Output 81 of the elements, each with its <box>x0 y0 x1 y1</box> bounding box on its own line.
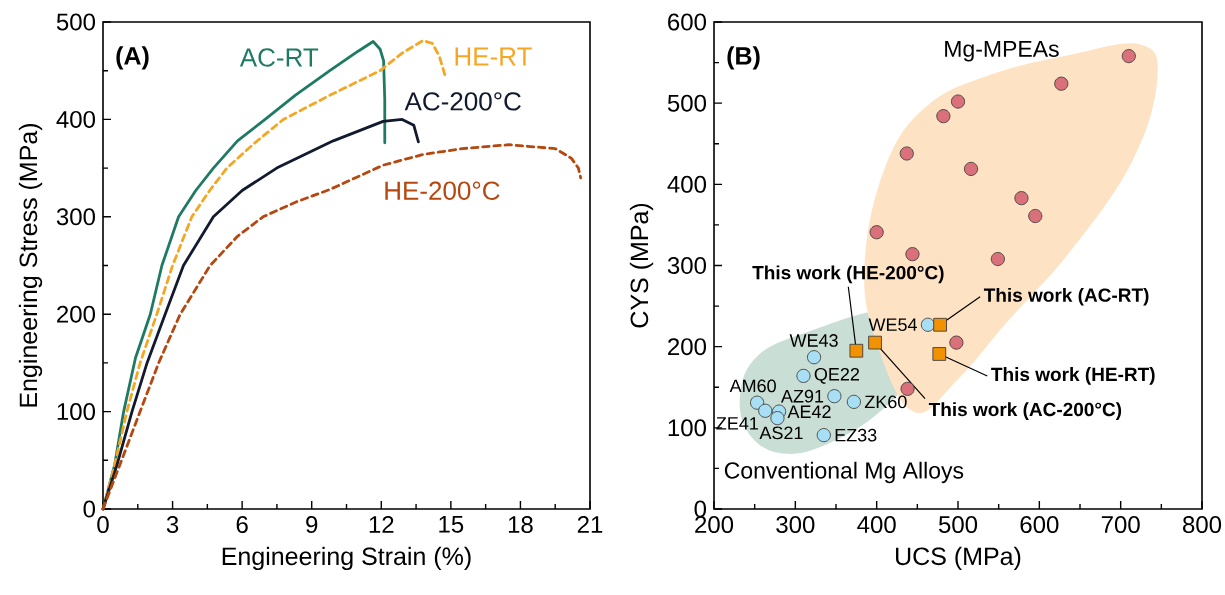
x-tick-label: 12 <box>369 516 394 533</box>
point <box>869 225 884 240</box>
y-axis-title: Engineering Stress (MPa) <box>18 123 43 407</box>
point <box>932 347 947 361</box>
point <box>933 317 947 332</box>
point <box>1054 76 1069 91</box>
y-tick-label: 100 <box>57 403 95 421</box>
annotation: ZE41 <box>716 417 758 430</box>
x-tick-label: 200 <box>695 516 734 534</box>
annotation: WE43 <box>789 334 838 347</box>
series-label: Conventional Mg Alloys <box>724 461 964 484</box>
text: (A) <box>116 46 149 70</box>
y-tick-label: 100 <box>668 419 707 437</box>
x-tick-label: 9 <box>306 516 318 534</box>
y-axis-title: CYS (MPa) <box>629 203 654 328</box>
point <box>1121 49 1136 64</box>
series-label: Mg-MPEAs <box>945 40 1059 62</box>
point <box>868 335 882 350</box>
y-tick-label: 600 <box>668 13 707 31</box>
y-tick-label: 400 <box>667 175 707 193</box>
y-tick-label: 200 <box>668 338 707 356</box>
point <box>905 247 920 262</box>
x-axis-title: UCS (MPa) <box>896 546 1021 571</box>
annotation: AM60 <box>729 379 776 393</box>
annotation: This work (HE-RT) <box>991 367 1155 385</box>
x-tick-label: 6 <box>236 516 248 534</box>
point <box>807 350 822 365</box>
x-tick-label: 400 <box>857 516 896 534</box>
annotation: This work (AC-RT) <box>983 287 1149 306</box>
annotation: WE54 <box>868 318 917 332</box>
annotation: ZK60 <box>864 395 907 409</box>
y-tick-label: 300 <box>667 257 707 274</box>
point <box>849 343 864 358</box>
x-tick-label: 300 <box>776 516 815 534</box>
y-tick-label: 200 <box>57 305 95 323</box>
annotation: AS21 <box>759 426 803 440</box>
y-tick-label: 300 <box>56 208 95 226</box>
y-tick-label: 500 <box>667 94 707 112</box>
x-tick-label: 3 <box>166 516 179 534</box>
point <box>990 251 1005 267</box>
point <box>796 368 811 383</box>
point <box>899 146 914 161</box>
point <box>949 335 964 350</box>
annotation: AZ91 <box>780 389 824 403</box>
point <box>963 161 979 176</box>
annotation: QE22 <box>814 367 859 384</box>
x-tick-label: 21 <box>577 516 603 533</box>
x-axis-title: Engineering Strain (%) <box>222 546 471 571</box>
series-label: AC-RT <box>239 48 319 67</box>
annotation: EZ33 <box>835 428 877 442</box>
point <box>900 381 915 396</box>
x-tick-label: 800 <box>1183 516 1222 534</box>
y-tick-label: 0 <box>83 500 96 518</box>
line-series <box>101 143 583 511</box>
x-tick-label: 15 <box>439 516 464 533</box>
series-label: AC-200°C <box>404 92 521 111</box>
y-tick-label: 400 <box>56 110 95 128</box>
series-label: HE-RT <box>455 47 532 66</box>
annotation: This work (HE-200°C) <box>752 265 944 284</box>
point <box>827 389 842 404</box>
annotation: This work (AC-200°C) <box>928 402 1122 420</box>
text: (B) <box>727 46 760 70</box>
point <box>950 94 966 109</box>
x-tick-label: 700 <box>1101 516 1140 534</box>
point <box>758 403 773 418</box>
annotation: AE42 <box>787 405 831 418</box>
series-label: HE-200°C <box>385 181 500 200</box>
x-tick-label: 600 <box>1020 516 1059 534</box>
x-tick-label: 18 <box>508 516 533 534</box>
point <box>920 317 935 332</box>
x-tick-label: 0 <box>97 516 109 534</box>
point <box>1014 191 1029 206</box>
y-tick-label: 0 <box>694 500 707 518</box>
point <box>1028 208 1043 224</box>
point <box>816 428 831 443</box>
point <box>770 411 785 426</box>
y-tick-label: 500 <box>56 13 95 31</box>
point <box>936 109 951 124</box>
point <box>846 394 861 409</box>
x-tick-label: 500 <box>938 516 978 534</box>
point <box>750 395 765 410</box>
